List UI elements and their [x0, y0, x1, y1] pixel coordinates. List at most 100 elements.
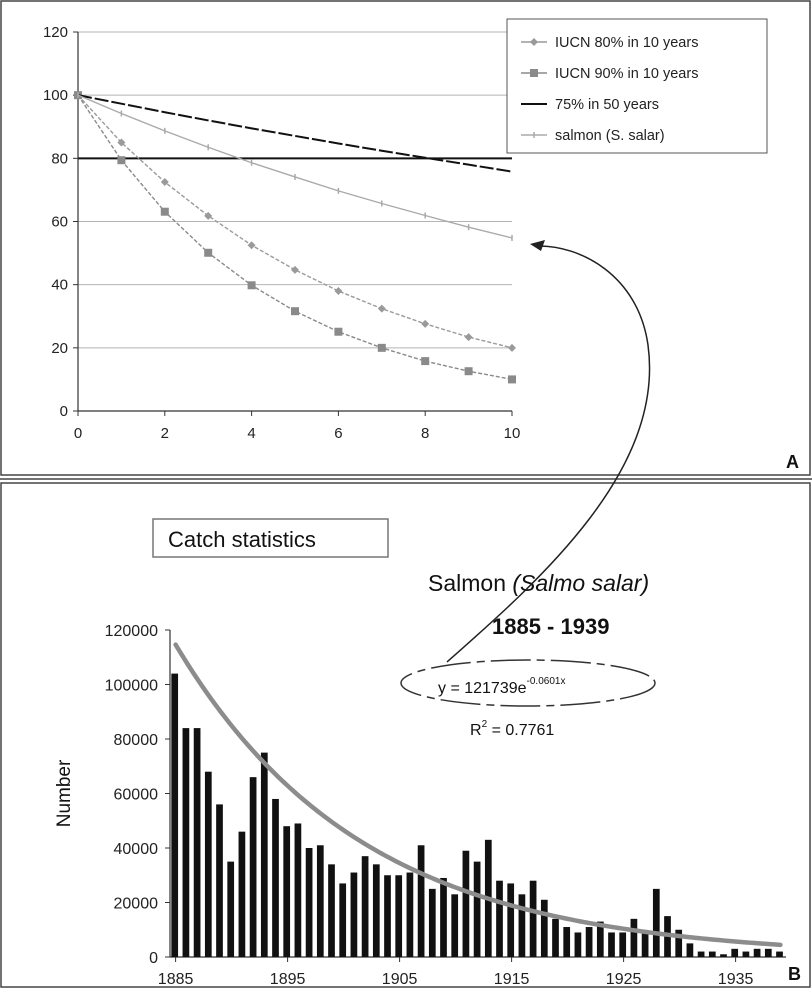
- bar: [316, 845, 324, 957]
- bar: [753, 948, 761, 957]
- bar: [451, 894, 459, 957]
- year-range: 1885 - 1939: [492, 614, 609, 639]
- bar: [339, 883, 347, 957]
- bar: [675, 929, 683, 957]
- y-tick-label: 100: [43, 87, 68, 104]
- point-marker: [377, 304, 386, 313]
- legend-label: IUCN 90% in 10 years: [555, 66, 698, 82]
- panel-label-b: B: [788, 964, 801, 984]
- bar: [372, 864, 380, 957]
- point-marker: [117, 156, 126, 165]
- trend-line: [173, 642, 783, 948]
- equation-exponent: -0.0601x: [527, 676, 566, 687]
- bar: [731, 948, 739, 957]
- bar: [585, 927, 593, 957]
- series-line-3: [77, 94, 513, 239]
- point-marker: [160, 178, 169, 187]
- bar: [652, 888, 660, 957]
- r2-prefix: R: [470, 722, 482, 739]
- bar: [417, 845, 425, 957]
- link-arrow: [446, 245, 651, 663]
- bar: [686, 943, 694, 957]
- bar: [596, 921, 604, 957]
- r2-sup: 2: [482, 719, 488, 730]
- bar: [619, 932, 627, 957]
- bar: [529, 880, 537, 957]
- bar: [764, 948, 772, 957]
- bar: [563, 927, 571, 957]
- link-arrowhead: [530, 240, 545, 251]
- bar: [608, 932, 615, 957]
- bar: [216, 804, 223, 957]
- point-marker: [247, 281, 256, 290]
- y-tick-label: 100000: [105, 678, 158, 695]
- bar: [272, 798, 279, 957]
- bar: [406, 872, 414, 957]
- point-marker: [204, 248, 213, 257]
- legend-marker: [530, 69, 538, 77]
- bar: [496, 880, 503, 957]
- point-marker: [117, 138, 126, 147]
- panel-b-frame: [0, 482, 811, 988]
- x-tick-label: 4: [247, 425, 255, 442]
- series-line-2: [77, 94, 513, 173]
- x-tick-label: 1915: [494, 971, 530, 988]
- y-tick-label: 120000: [105, 623, 158, 640]
- y-tick-label: 40: [51, 277, 68, 294]
- bar: [171, 673, 179, 957]
- bar: [182, 728, 190, 957]
- legend-label: salmon (S. salar): [555, 128, 665, 144]
- r-squared: R2 = 0.7761: [470, 719, 554, 739]
- x-tick-label: 8: [421, 425, 429, 442]
- subtitle-italic: (Salmo salar): [512, 570, 649, 596]
- bar: [641, 932, 649, 957]
- chart-a: 0 20 40 60 80 100 120 0 2 4 6 8 10 IUCN 80% in 10 yea…: [43, 18, 768, 442]
- x-tick-label: 1925: [606, 971, 642, 988]
- point-marker: [421, 357, 430, 366]
- bar: [473, 861, 481, 957]
- bar: [540, 899, 548, 957]
- series-line-1: [77, 94, 513, 381]
- x-tick-label: 1935: [718, 971, 754, 988]
- bar: [428, 888, 436, 957]
- bar: [361, 856, 369, 957]
- chart-subtitle: Salmon (Salmo salar): [428, 570, 649, 596]
- chart-title: Catch statistics: [168, 527, 316, 552]
- bar: [395, 875, 403, 957]
- panel-a-frame: [0, 0, 811, 476]
- bar: [720, 954, 727, 957]
- legend-label: IUCN 80% in 10 years: [555, 35, 698, 51]
- series-line-0: [77, 94, 513, 349]
- point-marker: [160, 207, 169, 216]
- x-tick-label: 0: [74, 425, 82, 442]
- bar: [294, 823, 302, 957]
- legend-marker: [530, 38, 538, 46]
- bar: [708, 951, 716, 957]
- bar: [238, 831, 246, 957]
- point-marker: [464, 333, 473, 342]
- bar: [227, 861, 235, 957]
- bar: [305, 848, 313, 957]
- r2-value: = 0.7761: [487, 722, 554, 739]
- bar: [204, 771, 212, 957]
- bar: [328, 864, 335, 957]
- y-tick-label: 20: [51, 340, 68, 357]
- bar: [384, 875, 391, 957]
- y-tick-label: 0: [149, 950, 158, 967]
- title-box: [152, 518, 389, 558]
- bar: [697, 951, 705, 957]
- bar: [630, 918, 638, 957]
- subtitle-plain: Salmon: [428, 570, 512, 596]
- x-tick-label: 1895: [270, 971, 306, 988]
- legend-box: [506, 18, 768, 154]
- bar: [350, 872, 358, 957]
- y-tick-label: 60000: [114, 787, 159, 804]
- bar: [440, 877, 447, 957]
- y-tick-label: 0: [60, 403, 68, 420]
- point-marker: [464, 367, 473, 376]
- x-tick-label: 1905: [382, 971, 418, 988]
- equation-ellipse: [400, 659, 656, 707]
- bar: [260, 752, 268, 957]
- trend-equation: y = 121739e-0.0601x: [438, 676, 565, 697]
- bar: [518, 894, 526, 957]
